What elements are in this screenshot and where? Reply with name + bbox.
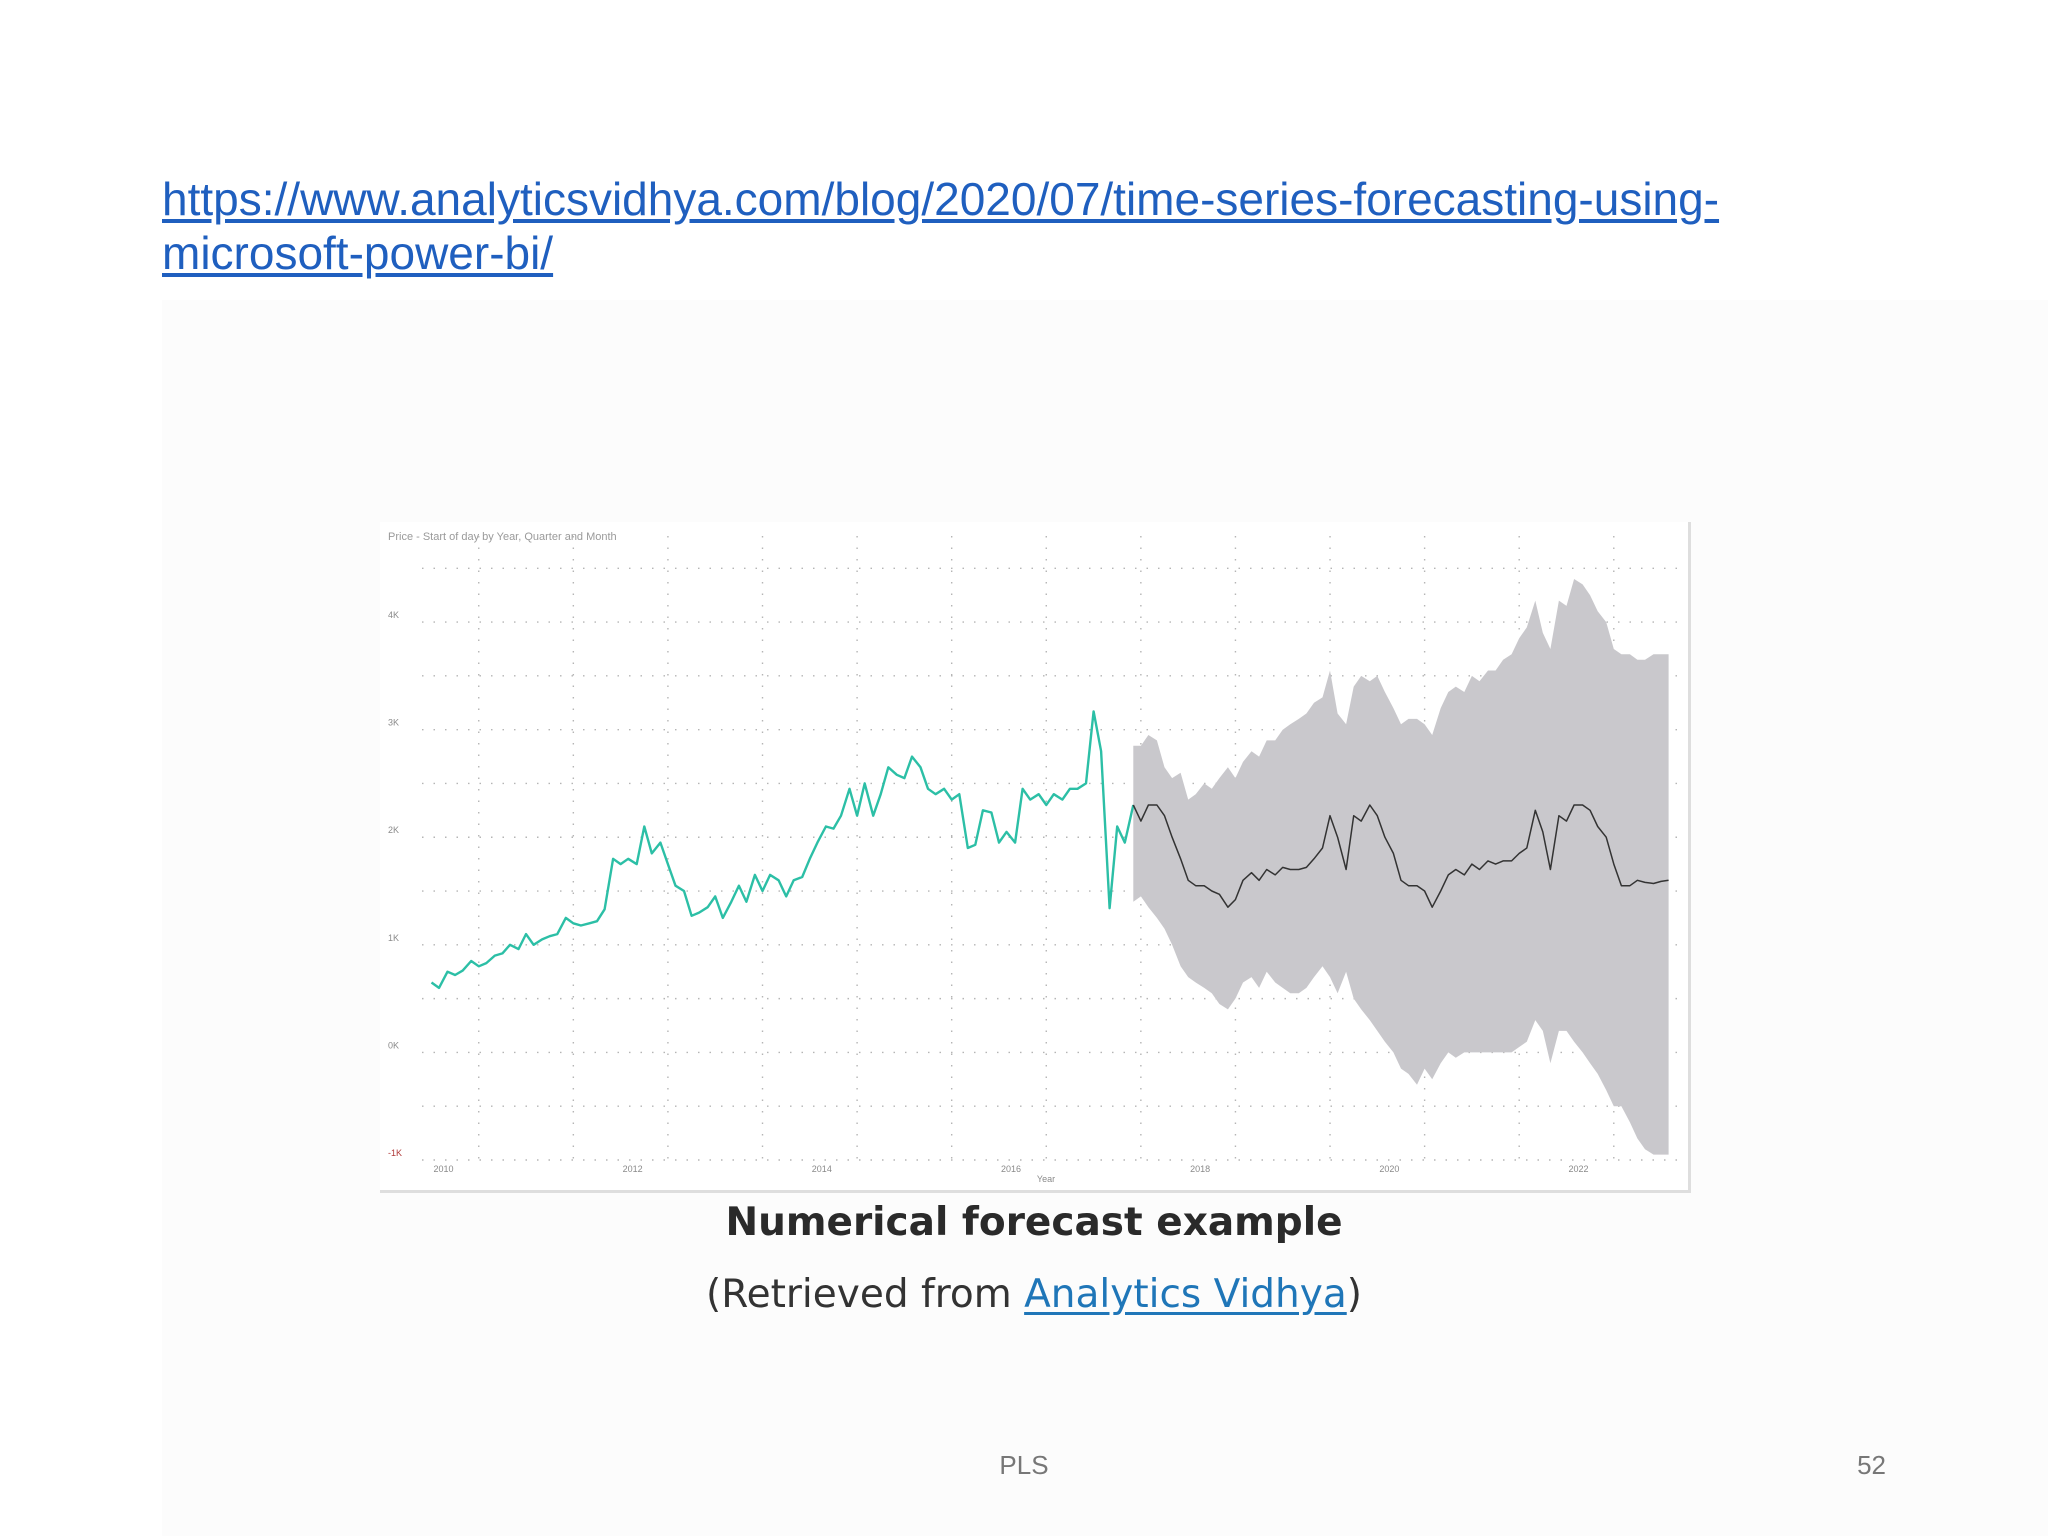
x-tick-label: 2014: [812, 1164, 832, 1174]
caption-suffix: ): [1346, 1272, 1362, 1317]
y-tick-label: 2K: [388, 825, 399, 835]
analytics-vidhya-link[interactable]: Analytics Vidhya: [1024, 1272, 1347, 1317]
source-url-link[interactable]: https://www.analyticsvidhya.com/blog/202…: [162, 173, 1720, 279]
y-tick-label: -1K: [388, 1148, 402, 1158]
y-tick-label: 3K: [388, 718, 399, 728]
x-tick-label: 2022: [1568, 1164, 1588, 1174]
forecast-chart-frame: Price - Start of day by Year, Quarter an…: [380, 522, 1691, 1193]
x-tick-label: 2018: [1190, 1164, 1210, 1174]
x-axis-label: Year: [1037, 1174, 1055, 1184]
x-tick-label: 2012: [623, 1164, 643, 1174]
caption-title: Numerical forecast example: [725, 1200, 1343, 1245]
footer-label: PLS: [999, 1450, 1049, 1480]
forecast-series-line: [1132, 804, 1669, 908]
caption-source: (Retrieved from Analytics Vidhya): [380, 1272, 1688, 1317]
confidence-band: [1133, 579, 1669, 1155]
axis-tick-layer: -1K 0K 1K 2K 3K 4K 2010 2012 2014 2016 2018 2020 202…: [388, 610, 1589, 1174]
confidence-band-layer: [1133, 579, 1669, 1155]
page-number: 52: [1857, 1450, 1886, 1480]
chart-title: Price - Start of day by Year, Quarter an…: [388, 531, 617, 543]
y-tick-label: 1K: [388, 933, 399, 943]
caption-prefix: (Retrieved from: [706, 1272, 1025, 1317]
x-tick-label: 2010: [433, 1164, 453, 1174]
history-series-line: [430, 710, 1135, 990]
series-line-layer: [430, 710, 1669, 990]
x-tick-label: 2016: [1001, 1164, 1021, 1174]
y-tick-label: 4K: [388, 610, 399, 620]
y-tick-label: 0K: [388, 1040, 399, 1050]
forecast-chart: Price - Start of day by Year, Quarter an…: [388, 531, 1680, 1184]
x-tick-label: 2020: [1379, 1164, 1399, 1174]
